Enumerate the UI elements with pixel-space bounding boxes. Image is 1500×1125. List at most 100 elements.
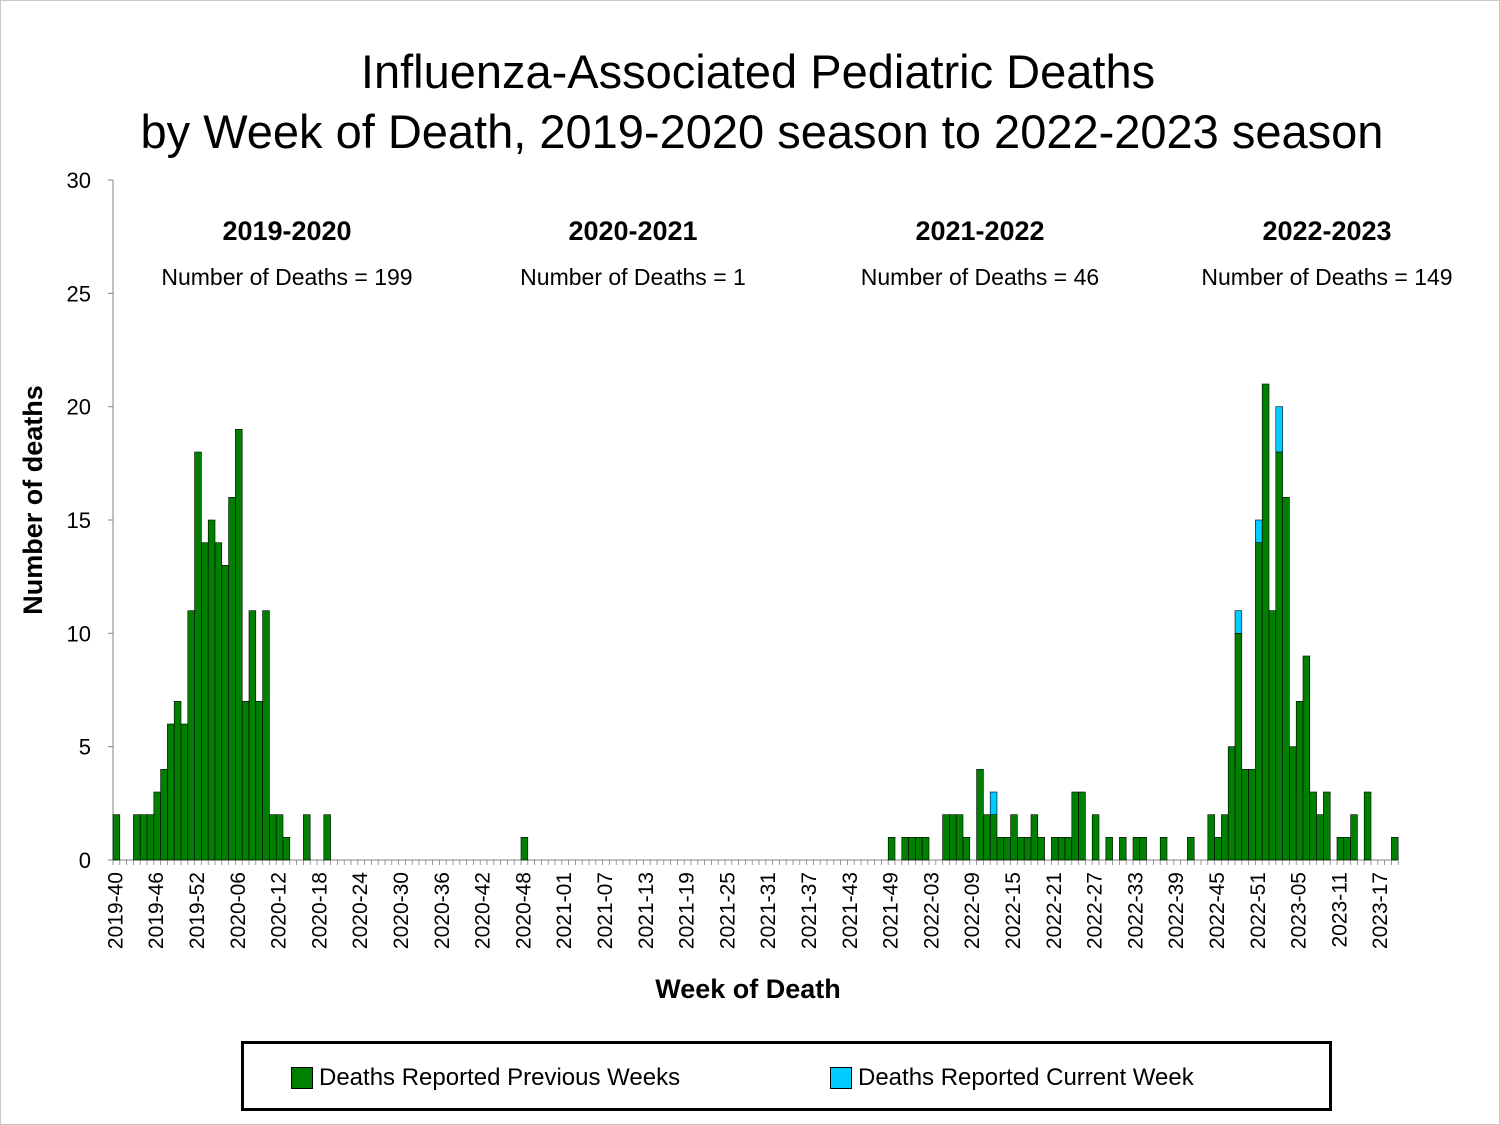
- bar-previous: [1295, 701, 1304, 861]
- bar-previous: [1105, 837, 1113, 861]
- bar-previous: [1064, 837, 1073, 861]
- x-tick-label: 2022-21: [1043, 872, 1066, 949]
- bar-previous: [1343, 837, 1351, 861]
- legend-swatch-current: [830, 1067, 852, 1089]
- bar-previous: [1051, 837, 1059, 861]
- y-tick-label: 25: [67, 281, 91, 306]
- x-tick-label: 2023-05: [1288, 872, 1311, 949]
- bar-previous: [1255, 542, 1263, 861]
- bar-previous: [248, 610, 257, 861]
- bar-previous: [1391, 837, 1399, 861]
- x-tick-label: 2022-09: [961, 872, 984, 949]
- season-label: 2020-2021: [568, 216, 697, 246]
- season-label: 2021-2022: [915, 216, 1044, 246]
- x-tick-label: 2020-30: [390, 872, 413, 949]
- bar-previous: [214, 542, 223, 861]
- bar-previous: [989, 814, 998, 861]
- y-tick-label: 20: [67, 395, 91, 420]
- x-tick-label: 2022-39: [1165, 872, 1188, 949]
- bar-previous: [1023, 837, 1032, 861]
- bar-previous: [228, 497, 236, 861]
- x-tick-label: 2022-15: [1002, 872, 1025, 949]
- bar-previous: [915, 837, 923, 861]
- bar-previous: [1221, 814, 1229, 861]
- bar-previous: [167, 723, 175, 861]
- bar-previous: [133, 814, 141, 861]
- season-count-label: Number of Deaths = 149: [1201, 264, 1452, 290]
- bar-previous: [180, 723, 189, 861]
- bar-previous: [1227, 746, 1236, 861]
- bar-previous: [1323, 791, 1331, 861]
- bar-previous: [962, 837, 971, 861]
- bar-previous: [1119, 837, 1127, 861]
- bar-previous: [1241, 769, 1249, 861]
- bar-previous: [275, 814, 284, 861]
- x-tick-label: 2021-01: [553, 872, 576, 949]
- bar-previous: [1159, 837, 1168, 861]
- x-tick-label: 2022-45: [1206, 872, 1229, 949]
- y-tick-label: 15: [67, 508, 91, 533]
- x-tick-label: 2022-33: [1124, 872, 1147, 949]
- bar-previous: [146, 814, 155, 861]
- bar-previous: [153, 791, 161, 861]
- bar-current: [1234, 610, 1243, 634]
- y-tick-label: 5: [79, 735, 91, 760]
- bar-previous: [1187, 837, 1195, 861]
- chart-title: Influenza-Associated Pediatric Deaths: [360, 45, 1156, 98]
- bar-previous: [221, 565, 229, 861]
- bar-previous: [976, 769, 984, 861]
- x-tick-label: 2023-11: [1328, 872, 1351, 948]
- bar-previous: [269, 814, 277, 861]
- bar-previous: [983, 814, 991, 861]
- bar-previous: [194, 451, 202, 861]
- y-tick-label: 0: [79, 848, 91, 873]
- bar-previous: [235, 429, 243, 861]
- bar-previous: [908, 837, 916, 861]
- y-tick-label: 10: [67, 621, 91, 646]
- bar-previous: [1139, 837, 1147, 861]
- bar-previous: [282, 837, 291, 861]
- season-count-label: Number of Deaths = 1: [520, 264, 746, 290]
- bar-previous: [1261, 383, 1270, 861]
- x-tick-label: 2022-03: [920, 872, 943, 949]
- bar-previous: [255, 701, 263, 861]
- bar-previous: [1030, 814, 1039, 861]
- x-tick-label: 2021-43: [839, 872, 862, 949]
- bar-previous: [1302, 655, 1311, 861]
- x-tick-label: 2023-17: [1369, 872, 1392, 949]
- bar-previous: [1282, 497, 1290, 861]
- x-tick-label: 2021-25: [716, 872, 739, 949]
- bar-previous: [187, 610, 195, 861]
- bar-current: [1275, 406, 1283, 453]
- bar-previous: [1316, 814, 1324, 861]
- bar-previous: [1248, 769, 1256, 861]
- bar-previous: [1275, 451, 1283, 861]
- bar-previous: [323, 814, 331, 861]
- season-count-label: Number of Deaths = 46: [861, 264, 1099, 290]
- bar-previous: [1010, 814, 1018, 861]
- y-axis-label: Number of deaths: [18, 385, 48, 615]
- x-tick-label: 2020-12: [268, 872, 291, 949]
- x-tick-label: 2022-27: [1084, 872, 1107, 949]
- bar-previous: [1207, 814, 1215, 861]
- bar-previous: [160, 769, 168, 861]
- bar-previous: [1037, 837, 1045, 861]
- season-count-label: Number of Deaths = 199: [161, 264, 412, 290]
- bar-previous: [949, 814, 957, 861]
- x-tick-label: 2019-52: [186, 872, 209, 949]
- bar-previous: [1132, 837, 1141, 861]
- bar-previous: [942, 814, 950, 861]
- chart-legend: Deaths Reported Previous Weeks Deaths Re…: [241, 1041, 1332, 1111]
- bar-previous: [201, 542, 209, 861]
- bar-previous: [901, 837, 909, 861]
- bar-previous: [1234, 633, 1243, 861]
- x-tick-label: 2019-40: [104, 872, 127, 949]
- x-tick-label: 2020-06: [227, 872, 250, 949]
- y-tick-label: 30: [67, 168, 91, 193]
- bar-previous: [1350, 814, 1358, 861]
- bar-previous: [1057, 837, 1066, 861]
- x-tick-label: 2020-48: [512, 872, 535, 949]
- x-tick-label: 2020-24: [349, 872, 372, 949]
- bar-previous: [1289, 746, 1297, 861]
- x-axis-label: Week of Death: [655, 974, 841, 1004]
